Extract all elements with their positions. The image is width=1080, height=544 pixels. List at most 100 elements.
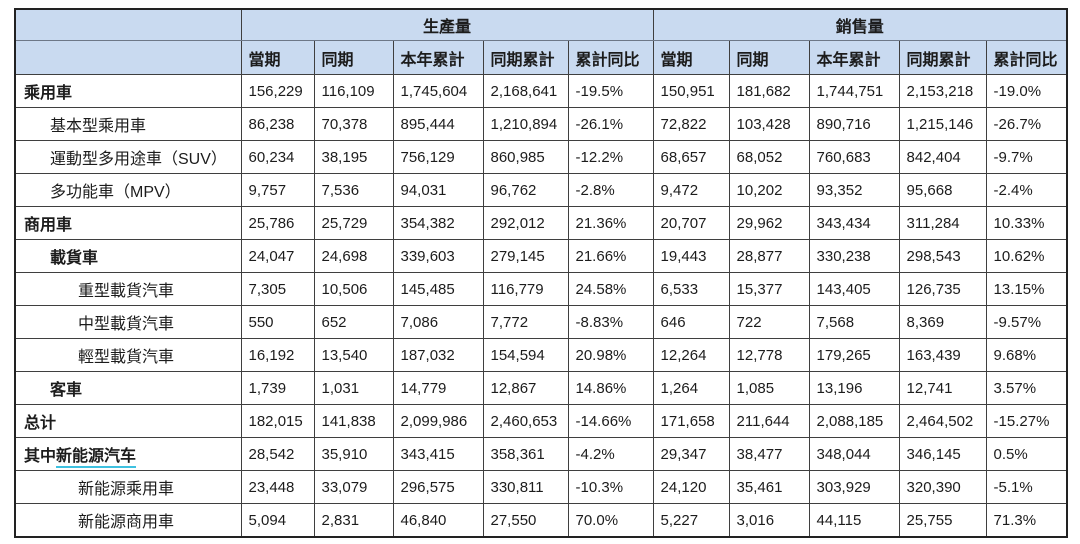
value-cell: 10,202 bbox=[728, 173, 810, 207]
value-cell: 12,264 bbox=[652, 338, 730, 372]
table-row: 乘用車 156,229 116,109 1,745,604 2,168,641 -19.5… bbox=[14, 74, 1068, 108]
row-label-text: 总计 bbox=[24, 415, 57, 432]
row-label-text: 商用車 bbox=[24, 217, 73, 234]
table-row: 基本型乘用車 86,238 70,378 895,444 1,210,894 -26.1%… bbox=[14, 107, 1068, 141]
value-cell: 722 bbox=[728, 305, 810, 339]
value-cell: 96,762 bbox=[482, 173, 569, 207]
value-cell: 29,962 bbox=[728, 206, 810, 240]
value-cell: 3.57% bbox=[985, 371, 1068, 405]
value-cell: 24,698 bbox=[313, 239, 394, 273]
row-label: 重型載貨汽車 bbox=[14, 272, 242, 306]
value-cell: 7,772 bbox=[482, 305, 569, 339]
value-cell: 760,683 bbox=[808, 140, 900, 174]
table-row: 重型載貨汽車 7,305 10,506 145,485 116,779 24.58% 6,5… bbox=[14, 272, 1068, 306]
value-cell: 343,415 bbox=[392, 437, 484, 471]
value-cell: 10,506 bbox=[313, 272, 394, 306]
value-cell: 1,031 bbox=[313, 371, 394, 405]
value-cell: 21.36% bbox=[567, 206, 654, 240]
row-label-text: 新能源乘用車 bbox=[78, 481, 175, 498]
value-cell: 171,658 bbox=[652, 404, 730, 438]
value-cell: 46,840 bbox=[392, 503, 484, 538]
row-label-underlined-text: 新能源汽车 bbox=[56, 448, 137, 468]
value-cell: 756,129 bbox=[392, 140, 484, 174]
value-cell: -19.0% bbox=[985, 74, 1068, 108]
value-cell: 95,668 bbox=[898, 173, 987, 207]
value-cell: 354,382 bbox=[392, 206, 484, 240]
table-body: 乘用車 156,229 116,109 1,745,604 2,168,641 -19.5… bbox=[14, 74, 1068, 538]
table-row: 運動型多用途車（SUV） 60,234 38,195 756,129 860,985 -1… bbox=[14, 140, 1068, 174]
value-cell: 25,786 bbox=[240, 206, 315, 240]
value-cell: 94,031 bbox=[392, 173, 484, 207]
col-header-production-ytd-yoy: 累計同比 bbox=[567, 40, 654, 75]
value-cell: 211,644 bbox=[728, 404, 810, 438]
value-cell: -5.1% bbox=[985, 470, 1068, 504]
value-cell: 550 bbox=[240, 305, 315, 339]
value-cell: 70.0% bbox=[567, 503, 654, 538]
value-cell: 9,472 bbox=[652, 173, 730, 207]
value-cell: 346,145 bbox=[898, 437, 987, 471]
value-cell: 2,460,653 bbox=[482, 404, 569, 438]
value-cell: -2.4% bbox=[985, 173, 1068, 207]
value-cell: 13,196 bbox=[808, 371, 900, 405]
value-cell: 28,877 bbox=[728, 239, 810, 273]
value-cell: 895,444 bbox=[392, 107, 484, 141]
value-cell: -8.83% bbox=[567, 305, 654, 339]
table-row: 載貨車 24,047 24,698 339,603 279,145 21.66% 19,44… bbox=[14, 239, 1068, 273]
value-cell: 5,094 bbox=[240, 503, 315, 538]
table-row: 多功能車（MPV） 9,757 7,536 94,031 96,762 -2.8% 9,47… bbox=[14, 173, 1068, 207]
value-cell: 38,477 bbox=[728, 437, 810, 471]
value-cell: 8,369 bbox=[898, 305, 987, 339]
value-cell: 1,215,146 bbox=[898, 107, 987, 141]
table-row: 总计 182,015 141,838 2,099,986 2,460,653 -14.66… bbox=[14, 404, 1068, 438]
row-label-text: 多功能車（MPV） bbox=[50, 184, 181, 201]
value-cell: 13.15% bbox=[985, 272, 1068, 306]
value-cell: 10.33% bbox=[985, 206, 1068, 240]
value-cell: 24,120 bbox=[652, 470, 730, 504]
row-label: 其中新能源汽车 bbox=[14, 437, 242, 471]
row-label-text: 客車 bbox=[50, 382, 83, 399]
value-cell: 652 bbox=[313, 305, 394, 339]
value-cell: 320,390 bbox=[898, 470, 987, 504]
table-row: 中型載貨汽車 550 652 7,086 7,772 -8.83% 646 722 7,568 8… bbox=[14, 305, 1068, 339]
value-cell: 2,831 bbox=[313, 503, 394, 538]
row-label: 中型載貨汽車 bbox=[14, 305, 242, 339]
value-cell: 2,099,986 bbox=[392, 404, 484, 438]
value-cell: 12,867 bbox=[482, 371, 569, 405]
value-cell: 646 bbox=[652, 305, 730, 339]
value-cell: 60,234 bbox=[240, 140, 315, 174]
value-cell: 93,352 bbox=[808, 173, 900, 207]
table-row: 新能源乘用車 23,448 33,079 296,575 330,811 -10.3% 24… bbox=[14, 470, 1068, 504]
value-cell: 0.5% bbox=[985, 437, 1068, 471]
value-cell: 16,192 bbox=[240, 338, 315, 372]
value-cell: 163,439 bbox=[898, 338, 987, 372]
value-cell: 187,032 bbox=[392, 338, 484, 372]
value-cell: 20,707 bbox=[652, 206, 730, 240]
col-header-sales-ytd-total: 本年累計 bbox=[808, 40, 900, 75]
value-cell: 6,533 bbox=[652, 272, 730, 306]
value-cell: 296,575 bbox=[392, 470, 484, 504]
value-cell: 343,434 bbox=[808, 206, 900, 240]
value-cell: 3,016 bbox=[728, 503, 810, 538]
value-cell: 71.3% bbox=[985, 503, 1068, 538]
value-cell: 35,910 bbox=[313, 437, 394, 471]
value-cell: 182,015 bbox=[240, 404, 315, 438]
value-cell: 339,603 bbox=[392, 239, 484, 273]
row-label-text: 基本型乘用車 bbox=[50, 118, 147, 135]
value-cell: -14.66% bbox=[567, 404, 654, 438]
value-cell: 143,405 bbox=[808, 272, 900, 306]
value-cell: 7,568 bbox=[808, 305, 900, 339]
col-header-sales-same-period: 同期 bbox=[728, 40, 810, 75]
value-cell: 29,347 bbox=[652, 437, 730, 471]
value-cell: -4.2% bbox=[567, 437, 654, 471]
col-header-production-current-period: 當期 bbox=[240, 40, 315, 75]
group-header-sales: 銷售量 bbox=[652, 8, 1068, 41]
value-cell: 21.66% bbox=[567, 239, 654, 273]
value-cell: 23,448 bbox=[240, 470, 315, 504]
value-cell: -2.8% bbox=[567, 173, 654, 207]
col-header-sales-current-period: 當期 bbox=[652, 40, 730, 75]
value-cell: 179,265 bbox=[808, 338, 900, 372]
row-label: 总计 bbox=[14, 404, 242, 438]
value-cell: 842,404 bbox=[898, 140, 987, 174]
value-cell: 2,153,218 bbox=[898, 74, 987, 108]
